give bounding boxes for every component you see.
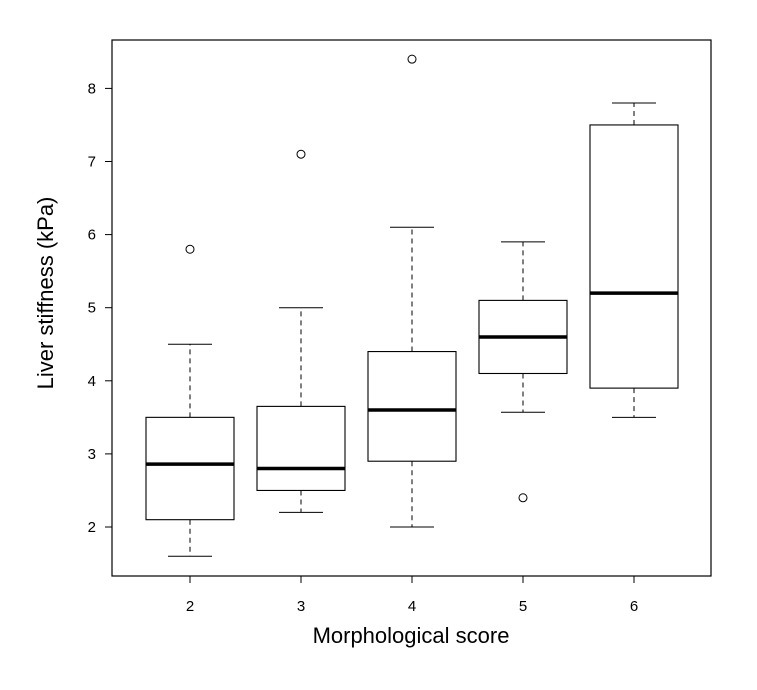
- x-tick-label-5: 5: [519, 598, 527, 615]
- box-group-3: [256, 149, 346, 513]
- box-group-2: [145, 244, 235, 557]
- y-tick-label-7: 7: [88, 154, 96, 171]
- y-tick-label-8: 8: [88, 80, 96, 97]
- outlier-4-0: [407, 54, 417, 64]
- box-group-4: [367, 54, 457, 528]
- box-group-5: [478, 241, 568, 503]
- box-4: [367, 351, 457, 462]
- box-6: [589, 124, 679, 389]
- box-3: [256, 405, 346, 492]
- outlier-3-0: [296, 149, 306, 159]
- y-tick-label-4: 4: [88, 373, 96, 390]
- box-2: [145, 416, 235, 521]
- boxes-group: [145, 54, 679, 557]
- y-tick-label-5: 5: [88, 300, 96, 317]
- y-tick-label-2: 2: [88, 519, 96, 536]
- y-tick-label-6: 6: [88, 227, 96, 244]
- x-tick-label-2: 2: [186, 598, 194, 615]
- outlier-2-0: [185, 244, 195, 254]
- x-axis: 2 3 4 5 6: [186, 575, 638, 615]
- x-tick-label-4: 4: [408, 598, 416, 615]
- y-axis-title: Liver stiffness (kPa): [33, 197, 58, 390]
- y-tick-label-3: 3: [88, 446, 96, 463]
- x-tick-label-6: 6: [630, 598, 638, 615]
- y-axis: 2 3 4 5 6 7 8: [88, 80, 113, 536]
- x-tick-label-3: 3: [297, 598, 305, 615]
- box-group-6: [589, 102, 679, 418]
- outlier-5-0: [518, 493, 528, 503]
- x-axis-title: Morphological score: [313, 623, 510, 648]
